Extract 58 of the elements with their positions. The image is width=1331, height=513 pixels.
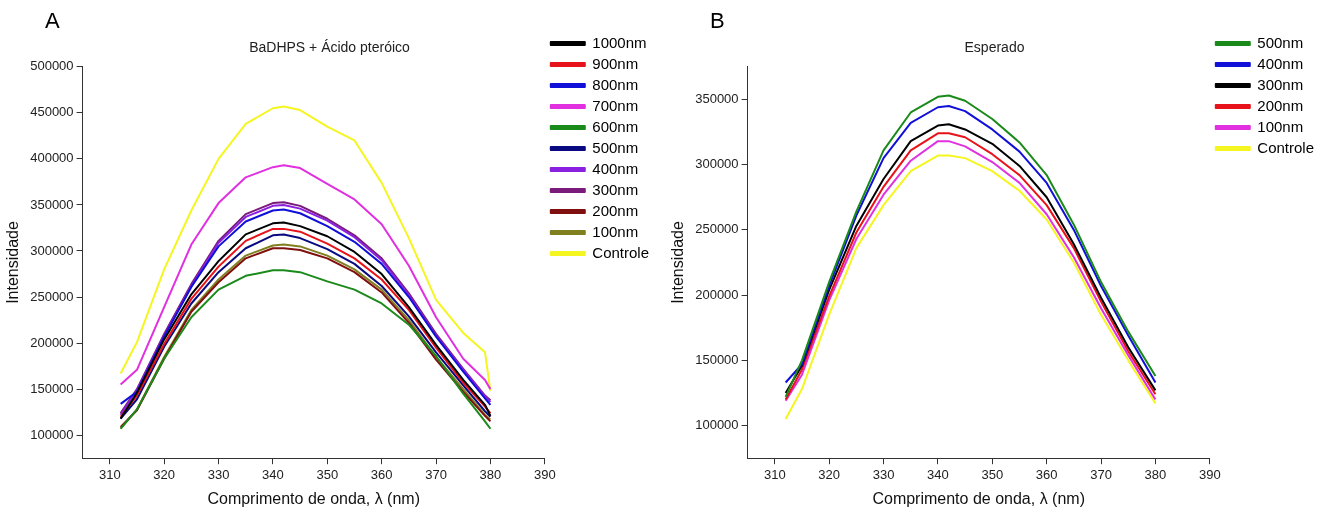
- legend-label: 300nm: [592, 180, 639, 198]
- x-axis-title: Comprimento de onda, λ (nm): [207, 489, 420, 507]
- x-tick-label: 390: [1198, 466, 1221, 482]
- x-tick-label: 340: [262, 466, 284, 482]
- y-tick-label: 200000: [30, 334, 74, 350]
- x-tick-label: 370: [1090, 466, 1112, 482]
- y-tick-label: 250000: [30, 288, 74, 304]
- legend-label: Controle: [1257, 138, 1315, 156]
- y-tick-label: 400000: [30, 150, 74, 166]
- x-tick-label: 360: [370, 466, 393, 482]
- x-tick-label: 310: [763, 466, 786, 482]
- y-tick-label: 200000: [695, 286, 739, 302]
- y-tick-label: 150000: [695, 351, 739, 367]
- y-tick-label: 350000: [30, 196, 74, 212]
- x-tick-label: 350: [981, 466, 1004, 482]
- x-tick-label: 320: [153, 466, 175, 482]
- legend-label: 100nm: [1257, 117, 1304, 135]
- y-tick-label: 450000: [30, 104, 74, 120]
- x-tick-label: 330: [872, 466, 895, 482]
- x-tick-label: 380: [1144, 466, 1167, 482]
- x-tick-label: 360: [1035, 466, 1058, 482]
- legend-label: 800nm: [592, 75, 639, 93]
- y-axis-title: Intensidade: [669, 221, 687, 304]
- legend-label: 600nm: [592, 117, 639, 135]
- y-tick-label: 300000: [695, 156, 739, 172]
- x-axis-title: Comprimento de onda, λ (nm): [872, 489, 1085, 507]
- x-tick-label: 330: [207, 466, 230, 482]
- x-tick-label: 380: [479, 466, 502, 482]
- x-tick-label: 390: [533, 466, 556, 482]
- y-tick-label: 250000: [695, 221, 739, 237]
- y-tick-label: 350000: [695, 90, 739, 106]
- legend-label: 300nm: [1257, 75, 1304, 93]
- text: B: [710, 8, 725, 34]
- x-tick-label: 320: [818, 466, 840, 482]
- legend-label: 200nm: [592, 201, 639, 219]
- legend-label: 700nm: [592, 96, 639, 114]
- x-tick-label: 350: [316, 466, 339, 482]
- legend-label: 200nm: [1257, 96, 1304, 114]
- legend-label: 400nm: [1257, 54, 1304, 72]
- legend-label: 100nm: [592, 222, 639, 240]
- y-tick-label: 500000: [30, 58, 74, 74]
- x-tick-label: 340: [927, 466, 949, 482]
- legend-label: 1000nm: [592, 33, 647, 51]
- y-tick-label: 100000: [695, 417, 739, 433]
- legend-label: 400nm: [592, 159, 639, 177]
- text: A: [45, 8, 60, 34]
- y-tick-label: 100000: [30, 426, 74, 442]
- chart-title: BaDHPS + Ácido pteróico: [249, 39, 411, 56]
- legend-label: 500nm: [1257, 33, 1304, 51]
- legend-label: 900nm: [592, 54, 639, 72]
- x-tick-label: 310: [98, 466, 121, 482]
- legend-label: 500nm: [592, 138, 639, 156]
- y-tick-label: 150000: [30, 380, 74, 396]
- legend-label: Controle: [592, 243, 650, 261]
- chart-title: Esperado: [964, 39, 1025, 56]
- x-tick-label: 370: [425, 466, 447, 482]
- y-tick-label: 300000: [30, 242, 74, 258]
- y-axis-title: Intensidade: [4, 221, 22, 304]
